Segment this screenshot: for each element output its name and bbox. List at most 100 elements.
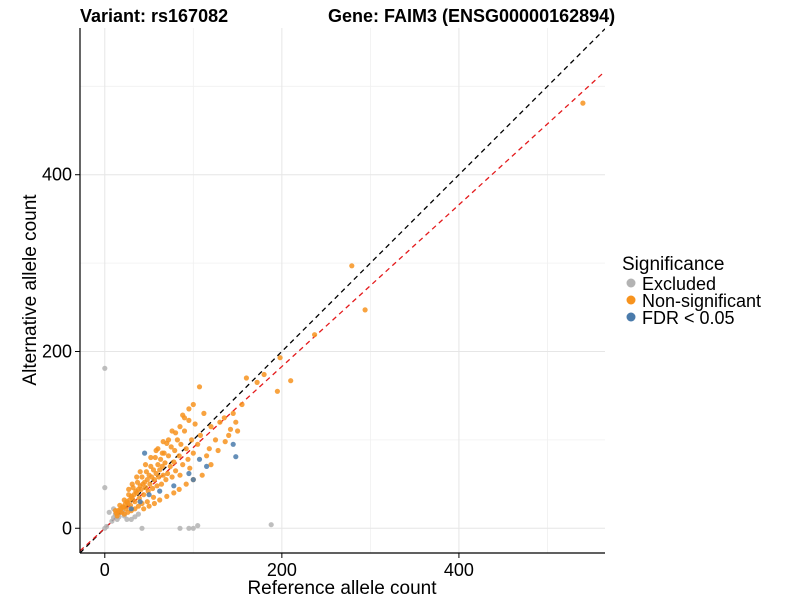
- point-non-significant: [274, 388, 280, 394]
- point-non-significant: [154, 483, 160, 489]
- point-non-significant: [129, 481, 135, 487]
- point-fdr-0-05: [171, 483, 177, 489]
- point-non-significant: [173, 468, 179, 474]
- y-axis-title: Alternative allele count: [20, 194, 41, 386]
- point-non-significant: [163, 477, 169, 483]
- point-non-significant: [134, 479, 141, 485]
- x-tick-label: 0: [100, 560, 110, 580]
- point-non-significant: [177, 472, 183, 478]
- x-axis-ticks: 0 200 400: [100, 553, 474, 580]
- point-non-significant: [239, 401, 245, 408]
- point-non-significant: [277, 355, 283, 361]
- y-tick-label: 200: [42, 341, 72, 361]
- point-non-significant: [150, 494, 157, 500]
- point-non-significant: [233, 419, 239, 425]
- point-excluded: [102, 485, 108, 491]
- point-excluded: [104, 523, 110, 530]
- point-non-significant: [208, 424, 214, 430]
- point-non-significant: [157, 467, 163, 473]
- point-non-significant: [146, 472, 152, 478]
- y-axis-ticks: 0 200 400: [42, 165, 80, 538]
- point-non-significant: [169, 474, 175, 480]
- point-fdr-0-05: [190, 477, 196, 483]
- point-non-significant: [112, 508, 118, 514]
- point-fdr-0-05: [157, 488, 163, 494]
- y-tick-label: 400: [42, 165, 72, 185]
- point-non-significant: [121, 497, 127, 503]
- point-non-significant: [126, 486, 132, 492]
- chart-title-left: Variant: rs167082: [80, 6, 228, 26]
- point-non-significant: [158, 456, 164, 462]
- point-non-significant: [150, 467, 157, 473]
- point-non-significant: [230, 410, 236, 416]
- point-non-significant: [206, 446, 212, 452]
- point-excluded: [177, 525, 183, 531]
- point-non-significant: [148, 463, 154, 469]
- point-non-significant: [217, 419, 223, 425]
- point-non-significant: [195, 441, 201, 447]
- point-fdr-0-05: [128, 506, 134, 512]
- legend-swatch-fdr: [626, 312, 636, 322]
- data-points: [102, 100, 586, 531]
- point-non-significant: [144, 499, 150, 505]
- point-non-significant: [178, 441, 184, 447]
- point-fdr-0-05: [204, 463, 210, 469]
- point-non-significant: [186, 417, 192, 423]
- point-non-significant: [155, 446, 161, 452]
- point-non-significant: [160, 439, 166, 445]
- point-non-significant: [190, 401, 196, 408]
- point-non-significant: [155, 462, 161, 468]
- point-non-significant: [167, 463, 173, 469]
- point-non-significant: [222, 439, 228, 445]
- point-non-significant: [180, 462, 186, 468]
- point-non-significant: [172, 447, 178, 454]
- point-excluded: [128, 516, 134, 523]
- point-non-significant: [121, 511, 127, 517]
- point-non-significant: [157, 497, 163, 503]
- point-non-significant: [254, 379, 260, 385]
- point-excluded: [268, 522, 274, 528]
- legend-label-fdr: FDR < 0.05: [642, 308, 735, 328]
- point-excluded: [195, 523, 201, 529]
- point-non-significant: [181, 428, 188, 434]
- point-non-significant: [261, 371, 267, 378]
- point-non-significant: [156, 474, 162, 480]
- reference-lines: [80, 28, 605, 553]
- point-non-significant: [181, 415, 188, 421]
- point-non-significant: [189, 437, 195, 443]
- point-non-significant: [349, 263, 355, 269]
- point-non-significant: [226, 432, 232, 438]
- point-non-significant: [204, 453, 210, 459]
- point-non-significant: [142, 462, 149, 468]
- point-fdr-0-05: [196, 456, 203, 462]
- point-non-significant: [215, 447, 221, 454]
- point-non-significant: [143, 469, 149, 475]
- point-non-significant: [196, 384, 203, 390]
- point-non-significant: [171, 490, 177, 496]
- point-non-significant: [192, 421, 198, 427]
- point-non-significant: [173, 430, 179, 436]
- point-fdr-0-05: [146, 492, 152, 498]
- point-non-significant: [187, 465, 193, 471]
- point-non-significant: [150, 485, 156, 492]
- point-non-significant: [171, 459, 177, 465]
- point-non-significant: [183, 446, 189, 452]
- point-excluded: [106, 509, 112, 515]
- point-fdr-0-05: [230, 441, 236, 447]
- reference-line-identity: [80, 28, 605, 553]
- legend-swatch-excluded: [626, 278, 636, 288]
- grid-lines: [80, 28, 605, 553]
- point-excluded: [132, 514, 138, 520]
- point-non-significant: [141, 506, 147, 512]
- point-non-significant: [164, 493, 170, 499]
- point-non-significant: [158, 481, 165, 487]
- point-fdr-0-05: [186, 470, 192, 477]
- point-non-significant: [183, 481, 189, 487]
- point-excluded: [139, 525, 145, 531]
- point-non-significant: [141, 492, 147, 498]
- point-non-significant: [312, 332, 318, 338]
- x-axis-title: Reference allele count: [247, 578, 437, 599]
- point-non-significant: [126, 492, 132, 498]
- point-non-significant: [176, 453, 182, 459]
